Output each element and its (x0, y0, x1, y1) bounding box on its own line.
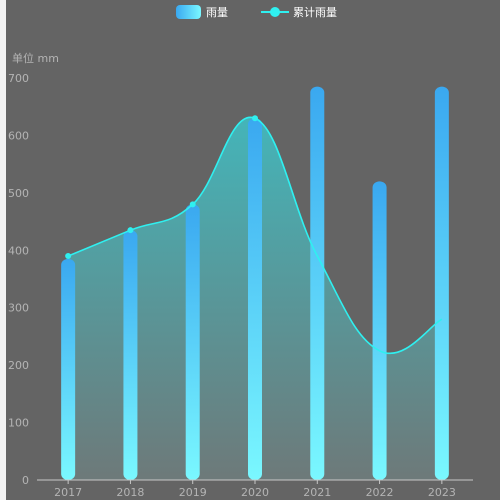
cumulative-line-layer (67, 116, 443, 354)
y-tick-label: 100 (8, 417, 29, 430)
rainfall-bar[interactable] (61, 258, 76, 480)
legend-item-cumulative[interactable]: 累计雨量 (261, 6, 337, 19)
x-tick-label: 2020 (241, 486, 269, 499)
y-tick-label: 300 (8, 302, 29, 315)
cumulative-line (67, 116, 443, 354)
y-tick-label: 500 (8, 187, 29, 200)
rainfall-bar[interactable] (185, 204, 200, 481)
y-axis-unit-label: 单位 mm (12, 51, 59, 65)
rainfall-bar[interactable] (248, 118, 262, 480)
legend-label-rainfall: 雨量 (206, 6, 228, 19)
rainfall-bar[interactable] (310, 86, 325, 480)
rainfall-bars (61, 86, 449, 481)
y-tick-label: 700 (8, 72, 29, 85)
x-tick-label: 2022 (366, 486, 394, 499)
x-tick-label: 2017 (54, 486, 82, 499)
legend: 雨量 累计雨量 (176, 5, 337, 19)
legend-bar-swatch (176, 5, 201, 19)
cumulative-point[interactable] (65, 253, 72, 260)
x-tick-label: 2023 (428, 486, 456, 499)
rainfall-bar[interactable] (434, 86, 449, 480)
y-axis-ticks: 0 100 200 300 400 500 600 700 (8, 72, 29, 487)
x-axis-ticks: 2017 2018 2019 2020 2021 2022 2023 (54, 480, 456, 499)
y-tick-label: 600 (8, 129, 29, 142)
cumulative-point[interactable] (127, 227, 134, 234)
y-tick-label: 200 (8, 359, 29, 372)
x-tick-label: 2019 (179, 486, 207, 499)
y-tick-label: 400 (8, 244, 29, 257)
cumulative-point[interactable] (189, 201, 196, 208)
cumulative-points (65, 115, 258, 260)
rainfall-bar[interactable] (123, 230, 138, 480)
x-tick-label: 2018 (116, 486, 144, 499)
legend-item-rainfall[interactable]: 雨量 (176, 5, 228, 19)
x-tick-label: 2021 (303, 486, 331, 499)
rainfall-bar[interactable] (372, 181, 387, 480)
legend-label-cumulative: 累计雨量 (293, 6, 337, 19)
left-edge-strip (0, 0, 6, 500)
y-tick-label: 0 (22, 474, 29, 487)
cumulative-point[interactable] (252, 115, 258, 122)
legend-line-marker (270, 7, 280, 17)
